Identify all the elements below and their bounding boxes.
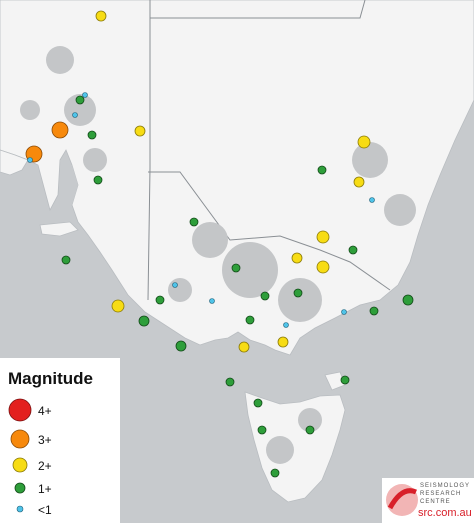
legend-symbol bbox=[16, 505, 24, 513]
legend-label: 4+ bbox=[38, 404, 52, 418]
logo-mark bbox=[387, 488, 417, 510]
legend-label: 1+ bbox=[38, 482, 52, 496]
legend-label: 2+ bbox=[38, 459, 52, 473]
island bbox=[39, 221, 79, 237]
logo-text: SEISMOLOGY bbox=[420, 483, 470, 489]
legend: Magnitude 4+ 3+ 2+ 1+ <1 bbox=[0, 358, 120, 523]
earthquakes bbox=[25, 10, 414, 478]
eyre bbox=[0, 149, 29, 176]
legend-symbol bbox=[10, 429, 30, 449]
state-border bbox=[147, 0, 151, 301]
state-border bbox=[150, 0, 366, 19]
logo-url: src.com.au bbox=[418, 507, 472, 519]
legend-symbol bbox=[12, 457, 28, 473]
legend-label: 3+ bbox=[38, 433, 52, 447]
state-border bbox=[148, 171, 391, 291]
logo-text: RESEARCH bbox=[420, 491, 461, 497]
logo-text: CENTRE bbox=[420, 499, 451, 505]
legend-label: <1 bbox=[38, 503, 52, 517]
legend-symbol bbox=[14, 482, 26, 494]
legend-title: Magnitude bbox=[8, 369, 93, 388]
gulf bbox=[60, 160, 78, 205]
legend-symbol bbox=[8, 398, 32, 422]
island bbox=[324, 371, 346, 391]
logo: SEISMOLOGY RESEARCH CENTRE src.com.au bbox=[382, 478, 474, 523]
